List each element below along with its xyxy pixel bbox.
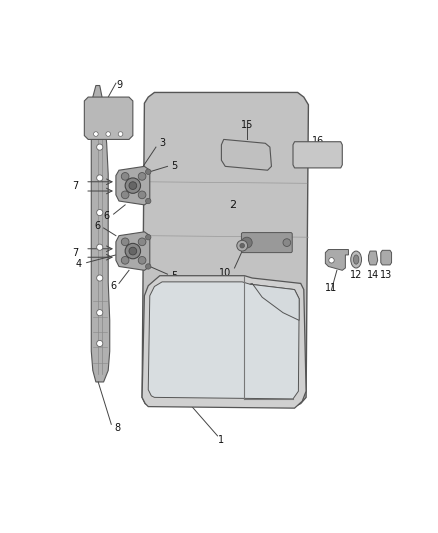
Polygon shape	[91, 85, 110, 382]
Circle shape	[138, 256, 146, 264]
Circle shape	[121, 173, 129, 180]
Polygon shape	[85, 97, 133, 140]
FancyBboxPatch shape	[241, 232, 292, 253]
Polygon shape	[116, 166, 150, 205]
Text: 2: 2	[230, 200, 237, 210]
Circle shape	[129, 247, 137, 255]
Circle shape	[97, 175, 103, 181]
Polygon shape	[142, 276, 306, 408]
Circle shape	[138, 191, 146, 199]
Text: 10: 10	[219, 268, 231, 278]
Text: 6: 6	[94, 221, 100, 231]
Circle shape	[97, 209, 103, 216]
Circle shape	[145, 264, 151, 269]
Polygon shape	[368, 251, 378, 265]
Text: 5: 5	[171, 271, 177, 281]
Circle shape	[240, 244, 244, 248]
Text: 7: 7	[72, 248, 78, 259]
Text: 7: 7	[72, 181, 78, 191]
Text: 1: 1	[218, 435, 224, 445]
Text: 3: 3	[160, 138, 166, 148]
Polygon shape	[250, 284, 299, 320]
Text: 11: 11	[325, 284, 338, 294]
Circle shape	[283, 239, 291, 246]
Text: 6: 6	[110, 281, 117, 292]
Ellipse shape	[351, 251, 361, 268]
Circle shape	[97, 275, 103, 281]
Polygon shape	[142, 92, 308, 407]
Text: 6: 6	[104, 212, 110, 221]
Polygon shape	[381, 251, 392, 265]
Text: 4: 4	[75, 259, 81, 269]
Polygon shape	[116, 232, 150, 270]
Circle shape	[121, 256, 129, 264]
Circle shape	[241, 237, 252, 248]
Circle shape	[121, 238, 129, 246]
Circle shape	[125, 244, 141, 259]
Text: 9: 9	[116, 80, 122, 90]
Polygon shape	[148, 282, 299, 399]
Text: 16: 16	[311, 135, 324, 146]
Text: 15: 15	[240, 120, 253, 130]
Circle shape	[97, 341, 103, 346]
Text: 5: 5	[171, 161, 177, 172]
Polygon shape	[221, 140, 272, 170]
Circle shape	[97, 244, 103, 251]
Circle shape	[237, 240, 247, 251]
Circle shape	[121, 191, 129, 199]
Circle shape	[97, 144, 103, 150]
Circle shape	[145, 169, 151, 174]
Circle shape	[129, 182, 137, 189]
Text: 12: 12	[350, 270, 362, 280]
Text: 8: 8	[114, 423, 120, 433]
Ellipse shape	[353, 255, 359, 264]
Circle shape	[118, 132, 123, 136]
Circle shape	[97, 113, 103, 119]
Circle shape	[138, 173, 146, 180]
Text: 13: 13	[380, 270, 392, 280]
Circle shape	[145, 235, 151, 240]
Circle shape	[94, 132, 98, 136]
Circle shape	[329, 257, 334, 263]
Polygon shape	[325, 249, 349, 270]
Circle shape	[125, 178, 141, 193]
Circle shape	[145, 198, 151, 204]
Polygon shape	[293, 142, 342, 168]
Text: 14: 14	[367, 270, 379, 280]
Circle shape	[138, 238, 146, 246]
Circle shape	[106, 132, 110, 136]
Circle shape	[97, 310, 103, 316]
